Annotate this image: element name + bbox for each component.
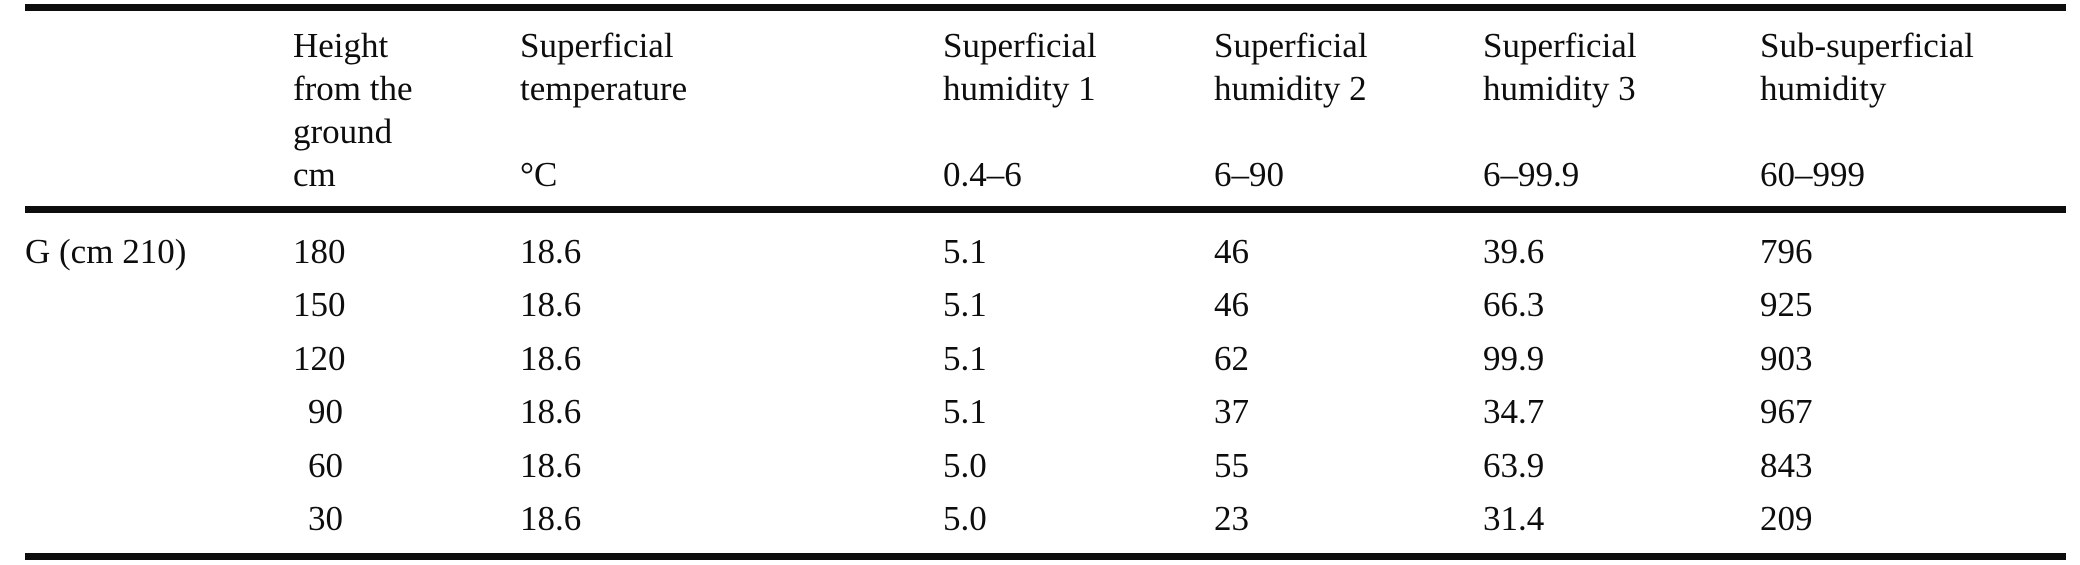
column-unit: cm — [293, 155, 336, 194]
cell-superficial-humidity-3: 39.6 — [1483, 232, 1545, 271]
column-range: 0.4–6 — [943, 155, 1022, 194]
cell-height: 120 — [293, 338, 346, 378]
cell-row-label — [25, 283, 293, 336]
column-header-superficial-humidity-3: Superficial humidity 3 6–99.9 — [1483, 24, 1760, 196]
cell-superficial-temperature: 18.6 — [520, 445, 582, 485]
cell-superficial-humidity-2: 55 — [1214, 445, 1249, 485]
cell-height: 180 — [293, 232, 346, 271]
cell-height: 30 — [308, 498, 343, 538]
cell-superficial-humidity-1: 5.1 — [943, 285, 987, 325]
cell-superficial-temperature: 18.6 — [520, 285, 582, 325]
column-range: 6–90 — [1214, 155, 1284, 194]
cell-sub-superficial-humidity: 925 — [1760, 285, 1813, 325]
cell-superficial-humidity-1: 5.1 — [943, 392, 987, 432]
table-row: 30 18.6 5.0 23 31.4 209 — [25, 497, 2065, 550]
cell-superficial-humidity-2: 37 — [1214, 392, 1249, 432]
cell-row-label — [25, 497, 293, 550]
column-title-line: Superficial — [1214, 26, 1368, 65]
table-row: 150 18.6 5.1 46 66.3 925 — [25, 283, 2065, 336]
cell-row-label — [25, 444, 293, 497]
column-header-superficial-humidity-2: Superficial humidity 2 6–90 — [1214, 24, 1483, 196]
column-title-line: temperature — [520, 69, 688, 108]
column-header-row-label — [25, 24, 293, 196]
column-title: Sub-superficial humidity — [1760, 24, 2065, 153]
cell-sub-superficial-humidity: 843 — [1760, 445, 1813, 485]
cell-superficial-humidity-1: 5.1 — [943, 338, 987, 378]
column-header-height: Height from the ground cm — [293, 24, 520, 196]
cell-superficial-humidity-2: 62 — [1214, 338, 1249, 378]
cell-superficial-humidity-3: 63.9 — [1483, 445, 1545, 485]
cell-row-label — [25, 390, 293, 443]
cell-superficial-temperature: 18.6 — [520, 232, 582, 271]
table-header-row: Height from the ground cm Superficial te… — [25, 24, 2065, 196]
cell-superficial-humidity-3: 66.3 — [1483, 285, 1545, 325]
column-title-line: humidity 3 — [1483, 69, 1636, 108]
table-row: 90 18.6 5.1 37 34.7 967 — [25, 390, 2065, 443]
column-title-line: ground — [293, 112, 393, 151]
column-title-line: Superficial — [943, 26, 1097, 65]
cell-superficial-humidity-1: 5.0 — [943, 445, 987, 485]
cell-row-label: G (cm 210) — [25, 232, 187, 271]
cell-superficial-humidity-1: 5.0 — [943, 498, 987, 538]
cell-superficial-temperature: 18.6 — [520, 498, 582, 538]
column-range: 60–999 — [1760, 155, 1865, 194]
column-title: Superficial humidity 2 — [1214, 24, 1483, 153]
column-header-sub-superficial-humidity: Sub-superficial humidity 60–999 — [1760, 24, 2065, 196]
cell-height: 90 — [308, 392, 343, 432]
cell-row-label — [25, 337, 293, 390]
cell-superficial-humidity-3: 34.7 — [1483, 392, 1545, 432]
cell-superficial-humidity-2: 46 — [1214, 285, 1249, 325]
table-bottom-rule — [25, 553, 2066, 560]
cell-superficial-humidity-1: 5.1 — [943, 232, 987, 271]
column-title-line: humidity 1 — [943, 69, 1096, 108]
cell-height: 60 — [308, 445, 343, 485]
table-row: G (cm 210) 180 18.6 5.1 46 39.6 796 — [25, 230, 2065, 283]
cell-superficial-temperature: 18.6 — [520, 338, 582, 378]
column-title: Superficial humidity 3 — [1483, 24, 1760, 153]
table-body: G (cm 210) 180 18.6 5.1 46 39.6 796 150 … — [25, 230, 2065, 550]
column-title-line: Sub-superficial — [1760, 26, 1974, 65]
table-top-rule — [25, 4, 2066, 11]
column-unit: °C — [520, 155, 558, 194]
cell-superficial-humidity-3: 99.9 — [1483, 338, 1545, 378]
cell-superficial-humidity-2: 46 — [1214, 232, 1249, 271]
table-row: 60 18.6 5.0 55 63.9 843 — [25, 444, 2065, 497]
cell-superficial-humidity-2: 23 — [1214, 498, 1249, 538]
column-title: Superficial humidity 1 — [943, 24, 1214, 153]
column-header-superficial-humidity-1: Superficial humidity 1 0.4–6 — [943, 24, 1214, 196]
cell-superficial-temperature: 18.6 — [520, 392, 582, 432]
column-title-line: humidity — [1760, 69, 1887, 108]
table-row: 120 18.6 5.1 62 99.9 903 — [25, 337, 2065, 390]
table-header-rule — [25, 206, 2066, 213]
cell-sub-superficial-humidity: 796 — [1760, 232, 1813, 271]
cell-sub-superficial-humidity: 209 — [1760, 498, 1813, 538]
column-title-line: Superficial — [520, 26, 674, 65]
cell-sub-superficial-humidity: 903 — [1760, 338, 1813, 378]
column-title-line: humidity 2 — [1214, 69, 1367, 108]
column-title-line: from the — [293, 69, 413, 108]
cell-height: 150 — [293, 285, 346, 325]
column-title: Height from the ground — [293, 24, 520, 153]
column-range: 6–99.9 — [1483, 155, 1580, 194]
cell-superficial-humidity-3: 31.4 — [1483, 498, 1545, 538]
column-title-line: Height — [293, 26, 389, 65]
column-title-line: Superficial — [1483, 26, 1637, 65]
column-header-superficial-temperature: Superficial temperature °C — [520, 24, 943, 196]
column-title: Superficial temperature — [520, 24, 943, 153]
cell-sub-superficial-humidity: 967 — [1760, 392, 1813, 432]
